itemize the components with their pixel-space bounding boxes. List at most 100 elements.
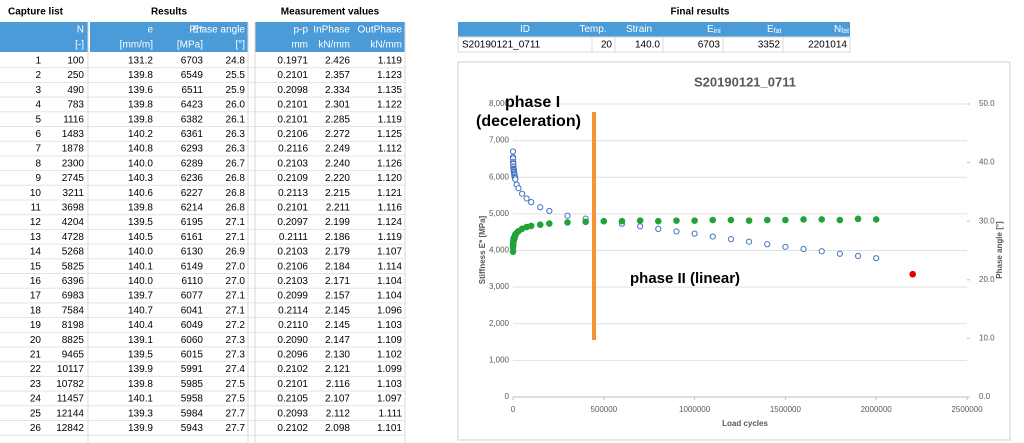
cell: 139.8 (128, 70, 153, 81)
point (763, 216, 771, 224)
cell: 24 (30, 394, 42, 405)
cell: 1.123 (377, 70, 402, 81)
column-header: e (147, 25, 153, 36)
cell: 140.0 (128, 247, 153, 258)
annotation: phase II (linear) (630, 270, 740, 287)
cell: 6227 (181, 188, 204, 199)
cell: 1878 (62, 144, 85, 155)
cell: 12144 (56, 408, 84, 419)
y-tick-label: 0 (505, 392, 510, 401)
y2-tick-label: 10.0 (979, 334, 995, 343)
cell: 0.2101 (277, 100, 308, 111)
header-subscript: fat (841, 28, 849, 35)
group-title: Measurement values (281, 7, 380, 18)
point (515, 185, 522, 192)
cell: 2.334 (325, 85, 350, 96)
cell: 4204 (62, 217, 85, 228)
column-unit: [MPa] (177, 40, 203, 51)
cell: 0.2102 (277, 364, 308, 375)
cell: 139.8 (128, 114, 153, 125)
point (727, 236, 735, 243)
column-header: Phase angle (189, 25, 245, 36)
cell: 22 (30, 364, 42, 375)
y2-tick-label: 40.0 (979, 158, 995, 167)
column-unit: [-] (75, 40, 84, 51)
point (537, 204, 544, 211)
cell: 27.4 (226, 364, 246, 375)
cell: 0.2103 (277, 158, 308, 169)
cell: 2300 (62, 158, 85, 169)
cell: 0.2093 (277, 408, 308, 419)
x-tick-label: 0 (511, 405, 516, 414)
cell: 6236 (181, 173, 204, 184)
point (655, 225, 662, 232)
cell: 2.240 (325, 158, 350, 169)
point (600, 217, 608, 225)
y2-tick-label: 20.0 (979, 275, 995, 284)
cell: 5 (35, 114, 41, 125)
cell: 6049 (181, 320, 204, 331)
cell: 2.285 (325, 114, 350, 125)
final-header: Temp. (579, 24, 606, 35)
header-text: ID (520, 24, 530, 35)
cell: 2.112 (326, 408, 351, 419)
cell: 5958 (181, 394, 204, 405)
cell: 26.3 (226, 129, 246, 140)
column-header: InPhase (313, 25, 350, 36)
y-tick-label: 6,000 (489, 172, 510, 181)
annotation: (deceleration) (476, 113, 581, 130)
cell: 19 (30, 320, 42, 331)
cell: 2.184 (325, 261, 350, 272)
cell: 6423 (181, 100, 204, 111)
cell: 0.2101 (277, 379, 308, 390)
header-text: E (707, 24, 714, 35)
cell: 0.2103 (277, 276, 308, 287)
cell: 1.103 (377, 379, 402, 390)
cell: 6511 (181, 85, 203, 96)
point (636, 217, 644, 224)
cell: 8198 (62, 320, 85, 331)
cell: 8825 (62, 335, 85, 346)
point (800, 245, 807, 253)
header-text: Strain (626, 24, 652, 35)
y-tick-label: 8,000 (489, 99, 510, 108)
cell: 4728 (62, 232, 85, 243)
cell: 2.147 (325, 335, 350, 346)
cell: 1.097 (377, 394, 402, 405)
cell: 1.119 (378, 232, 403, 243)
cell: 2745 (62, 173, 85, 184)
header-subscript: ini (714, 28, 721, 35)
cell: 11 (31, 202, 42, 213)
cell: 26.8 (226, 173, 246, 184)
cell: 140.0 (128, 276, 153, 287)
cell: 1.119 (378, 114, 403, 125)
final-value: 3352 (758, 40, 781, 51)
column-header: E* (192, 25, 203, 36)
point (564, 219, 571, 226)
point (745, 238, 753, 245)
final-header: Efat (767, 24, 782, 35)
cell: 2.357 (325, 70, 350, 81)
x-tick-label: 1000000 (679, 405, 711, 414)
cell: 27.1 (226, 232, 246, 243)
cell: 12 (30, 217, 42, 228)
x-tick-label: 1500000 (770, 405, 802, 414)
cell: 139.9 (128, 423, 153, 434)
cell: 1 (35, 55, 41, 66)
cell: 6983 (62, 291, 85, 302)
cell: 139.5 (128, 349, 153, 360)
cell: 6041 (181, 305, 204, 316)
cell: 1.109 (377, 335, 402, 346)
cell: 140.6 (128, 188, 153, 199)
cell: 1.111 (378, 408, 402, 419)
cell: 0.2101 (277, 114, 308, 125)
cell: 140.3 (128, 173, 153, 184)
cell: 0.2111 (279, 232, 309, 243)
point (709, 233, 716, 240)
point (546, 220, 553, 227)
cell: 6149 (181, 261, 204, 272)
column-header: N (77, 25, 84, 36)
cell: 27.7 (226, 423, 246, 434)
final-value: 140.0 (635, 40, 660, 51)
point (691, 230, 698, 237)
